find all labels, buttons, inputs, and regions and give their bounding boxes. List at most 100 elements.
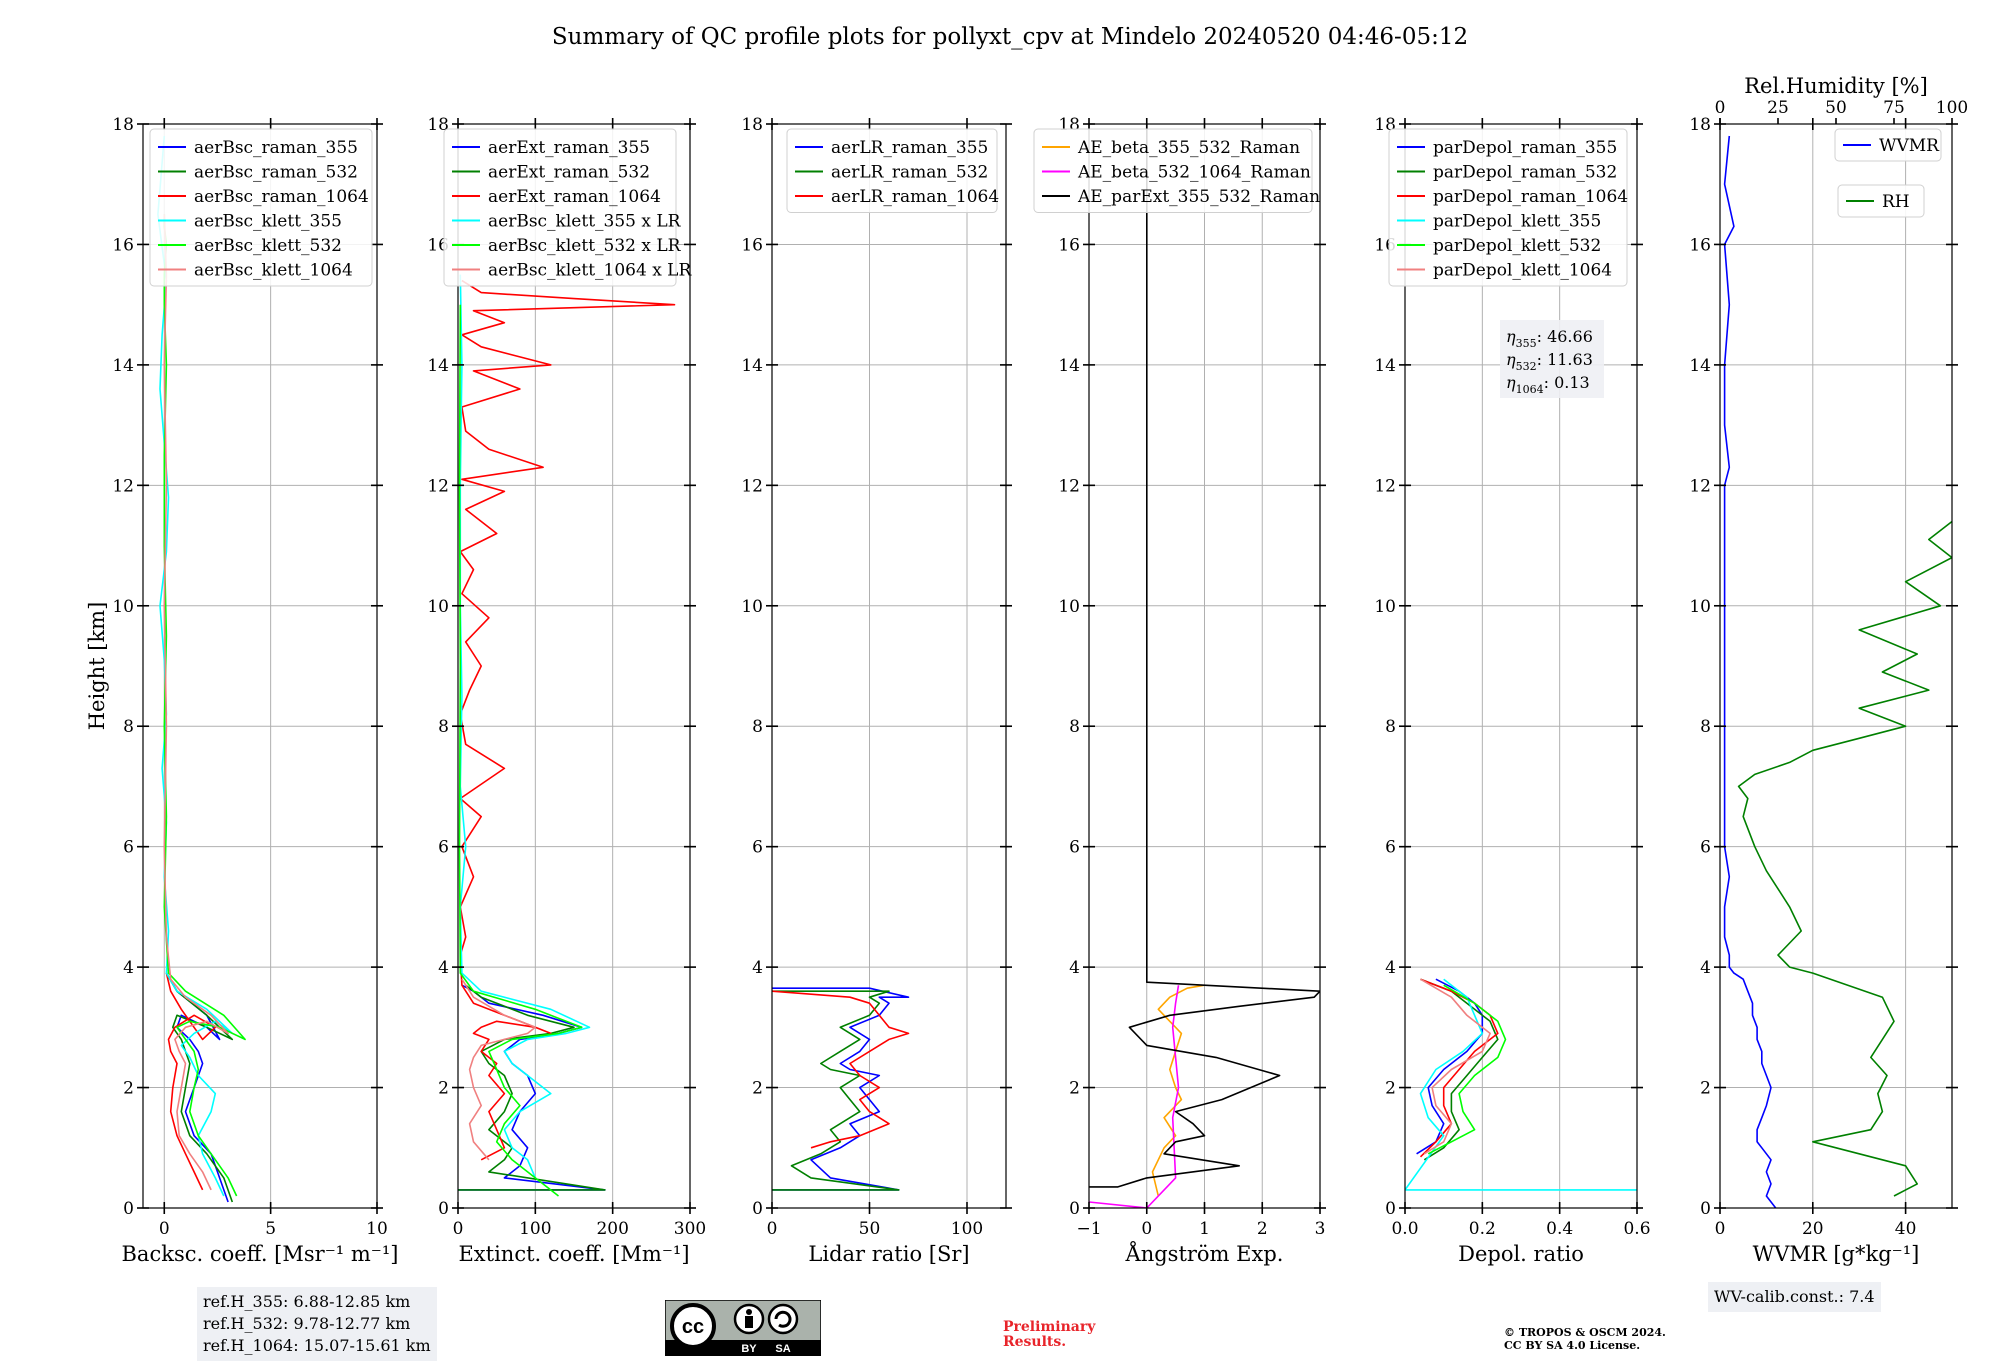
ytick-label-lr: 8 (752, 717, 763, 737)
legend-entry: aerLR_raman_532 (831, 163, 988, 183)
xtick-label-lr: 0 (767, 1219, 778, 1239)
legend-depol: parDepol_raman_355 parDepol_raman_532 parD… (1388, 128, 1628, 287)
copyright-line-1: © TROPOS & OSCM 2024. (1504, 1326, 1666, 1339)
ytick-label-bsc: 2 (123, 1079, 134, 1099)
sa-share-icon (767, 1303, 799, 1335)
ytick-label-ae: 6 (1069, 838, 1080, 858)
series-aerBsc_klett_1064 x LR (461, 978, 537, 1161)
axes-frame-ext (457, 123, 691, 1209)
ytick-label-wv: 18 (1689, 115, 1711, 135)
legend-entry: AE_beta_532_1064_Raman (1077, 163, 1311, 183)
series-AE_beta_532_1064_Raman (1089, 985, 1180, 1208)
wv-calib-text: WV-calib.const.: 7.4 (1714, 1287, 1875, 1306)
series-aerBsc_raman_1064 (165, 972, 217, 1191)
xlabel-wv: WVMR [g*kg⁻¹] (1753, 1242, 1920, 1266)
ytick-label-depol: 10 (1374, 597, 1396, 617)
legend-lr: aerLR_raman_355 aerLR_raman_532 aerLR_rama… (786, 128, 999, 213)
top-axis-label-wv: Rel.Humidity [%] (1744, 74, 1928, 98)
ytick-label-bsc: 16 (112, 235, 134, 255)
ytick-label-bsc: 4 (123, 958, 134, 978)
ytick-label-wv: 14 (1689, 356, 1711, 376)
legend-entry: aerExt_raman_532 (488, 163, 650, 183)
ytick-label-lr: 16 (741, 235, 763, 255)
figure-title: Summary of QC profile plots for pollyxt_… (552, 24, 1468, 50)
ytick-label-ext: 4 (438, 958, 449, 978)
legend-entry: aerBsc_klett_532 (194, 236, 342, 256)
xtick-label-ext: 300 (674, 1219, 706, 1239)
xtick-label-ae: 1 (1199, 1219, 1210, 1239)
legend-entry: aerLR_raman_355 (831, 138, 988, 158)
xtick-label-ae: −1 (1076, 1219, 1101, 1239)
ytick-label-wv: 2 (1700, 1079, 1711, 1099)
ytick-label-bsc: 10 (112, 597, 134, 617)
xtick-label-wv: 0 (1715, 1219, 1726, 1239)
legend-entry: aerBsc_klett_355 (194, 212, 342, 232)
legend-entry: aerExt_raman_1064 (488, 187, 661, 207)
ytick-label-ae: 2 (1069, 1079, 1080, 1099)
cc-logo-text: cc (682, 1316, 704, 1338)
legend-entry: RH (1882, 192, 1910, 212)
ytick-label-ext: 12 (427, 476, 449, 496)
axes-frame-lr (771, 123, 1007, 1209)
legend-entry: AE_beta_355_532_Raman (1077, 138, 1300, 158)
series-parDepol_klett_355 (1405, 978, 1637, 1191)
legend-entry: AE_parExt_355_532_Raman (1077, 187, 1320, 207)
series-aerBsc_klett_532 x LR (458, 304, 583, 1197)
top-tick-label-wv: 100 (1936, 98, 1968, 118)
legend-entry: parDepol_klett_355 (1433, 212, 1601, 232)
top-tick-label-wv: 25 (1767, 98, 1789, 118)
series-parDepol_klett_532 (1427, 984, 1507, 1155)
eta-532: η532: 11.63 (1506, 350, 1593, 373)
eta-355: η355: 46.66 (1506, 327, 1593, 350)
legend-entry: parDepol_raman_532 (1433, 163, 1617, 183)
series-aerBsc_klett_532 (163, 214, 246, 1197)
copyright-note: © TROPOS & OSCM 2024. CC BY SA 4.0 Licen… (1504, 1326, 1666, 1352)
ytick-label-ae: 0 (1069, 1199, 1080, 1219)
ytick-label-wv: 0 (1700, 1199, 1711, 1219)
sa-label: SA (775, 1343, 790, 1355)
ylabel-bsc: Height [km] (85, 602, 109, 731)
ytick-label-wv: 6 (1700, 838, 1711, 858)
legend-bsc: aerBsc_raman_355 aerBsc_raman_532 aerBsc_r… (149, 128, 373, 287)
series-AE_beta_355_532_Raman (1151, 984, 1205, 1197)
ytick-label-wv: 16 (1689, 235, 1711, 255)
legend-entry: aerLR_raman_1064 (831, 187, 999, 207)
series-aerExt_raman_532 (458, 984, 606, 1191)
ytick-label-ae: 8 (1069, 717, 1080, 737)
xlabel-ext: Extinct. coeff. [Mm⁻¹] (458, 1242, 689, 1266)
ytick-label-ae: 14 (1058, 356, 1080, 376)
legend-entry: parDepol_raman_1064 (1433, 187, 1628, 207)
top-tick-label-wv: 75 (1883, 98, 1905, 118)
ytick-label-lr: 10 (741, 597, 763, 617)
ytick-label-lr: 6 (752, 838, 763, 858)
reference-height-box: ref.H_355: 6.88-12.85 km ref.H_532: 9.78… (197, 1287, 437, 1361)
xlabel-lr: Lidar ratio [Sr] (808, 1242, 969, 1266)
ytick-label-depol: 14 (1374, 356, 1396, 376)
ytick-label-depol: 2 (1385, 1079, 1396, 1099)
ytick-label-ext: 18 (427, 115, 449, 135)
legend-wv-WVMR: WVMR (1834, 128, 1942, 162)
series-AE_parExt_355_532_Raman (1089, 124, 1320, 1188)
xlabel-bsc: Backsc. coeff. [Msr⁻¹ m⁻¹] (122, 1242, 399, 1266)
top-tick-label-wv: 0 (1715, 98, 1726, 118)
ytick-label-depol: 12 (1374, 476, 1396, 496)
legend-entry: aerExt_raman_355 (488, 138, 650, 158)
legend-entry: aerBsc_raman_355 (194, 138, 358, 158)
refh-355: ref.H_355: 6.88-12.85 km (203, 1292, 411, 1311)
xlabel-ae: Ångström Exp. (1125, 1241, 1284, 1266)
xtick-label-depol: 0.6 (1623, 1219, 1650, 1239)
ytick-label-lr: 18 (741, 115, 763, 135)
ytick-label-lr: 14 (741, 356, 763, 376)
series-aerBsc_klett_355 x LR (459, 274, 591, 1179)
ytick-label-wv: 4 (1700, 958, 1711, 978)
top-tick-label-wv: 50 (1825, 98, 1847, 118)
by-label: BY (741, 1343, 757, 1355)
xtick-label-depol: 0.0 (1391, 1219, 1418, 1239)
ytick-label-bsc: 14 (112, 356, 134, 376)
legend-entry: aerBsc_raman_532 (194, 163, 358, 183)
panel-bsc: 0 2 4 6 8 10 12 14 16 18 0 5 10 Backsc. coeff. [Msr⁻¹… (85, 115, 398, 1266)
